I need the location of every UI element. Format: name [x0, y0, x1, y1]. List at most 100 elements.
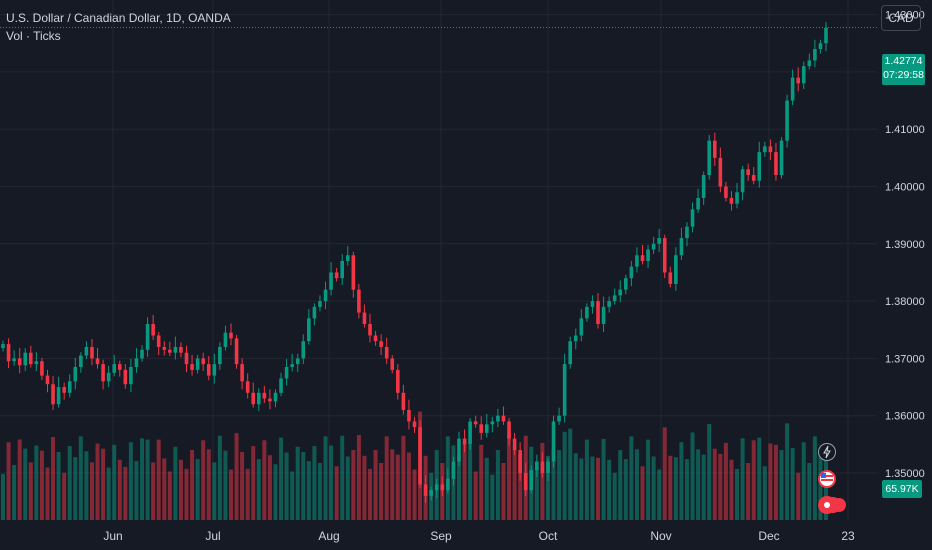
candle-body	[601, 306, 606, 325]
candle-body	[112, 364, 117, 373]
volume-bar	[368, 468, 373, 520]
volume-bar	[551, 449, 556, 520]
flag-icon[interactable]	[818, 470, 836, 488]
x-tick-label: Jun	[103, 529, 122, 543]
candle-body	[562, 364, 567, 416]
dividends-icon[interactable]	[818, 496, 836, 514]
candle-body	[173, 346, 178, 353]
volume-bar	[707, 424, 712, 520]
candle-body	[473, 421, 478, 425]
candle-body	[407, 409, 411, 422]
candle-body	[640, 255, 645, 261]
volume-bar	[773, 444, 778, 520]
volume-bar	[401, 435, 406, 520]
candle-body	[229, 332, 233, 339]
volume-bar	[718, 453, 723, 520]
volume-bar	[195, 459, 200, 520]
volume-bar	[640, 466, 645, 520]
volume-bar	[490, 474, 495, 520]
volume-bar	[217, 435, 222, 520]
candle-body	[674, 255, 678, 284]
candle-body	[390, 358, 395, 370]
volume-bar	[290, 471, 295, 520]
volume-bar	[723, 442, 728, 520]
volume-bar	[501, 463, 506, 520]
volume-bar	[785, 423, 790, 520]
volume-bar	[746, 463, 751, 520]
candle-body	[418, 427, 422, 485]
candle-body	[368, 324, 372, 336]
candle-body	[273, 392, 278, 402]
x-tick-label: Jul	[205, 529, 220, 543]
volume-bar	[657, 469, 662, 520]
candle-body	[468, 421, 472, 445]
candle-body	[624, 278, 628, 290]
volume-bar	[329, 445, 334, 520]
candle-body	[251, 392, 256, 405]
candle-body	[596, 301, 600, 325]
candle-body	[156, 335, 161, 347]
candle-body	[796, 77, 800, 84]
candle-body	[668, 272, 673, 284]
volume-bar	[151, 462, 156, 520]
lightning-icon[interactable]	[818, 443, 836, 461]
volume-bar	[762, 466, 767, 520]
volume-bar	[629, 436, 634, 520]
volume-bar	[356, 435, 361, 520]
candle-body	[718, 157, 723, 187]
last-price-value: 1.42774	[884, 55, 923, 67]
candle-body	[446, 478, 450, 491]
volume-bar	[51, 437, 56, 520]
volume-bar	[256, 459, 261, 520]
volume-bar	[123, 466, 128, 520]
currency-button[interactable]: CAD	[881, 5, 921, 31]
volume-bar	[12, 464, 17, 520]
volume-bar	[579, 458, 584, 520]
candle-body	[462, 438, 467, 445]
candle-body	[307, 318, 311, 342]
volume-bar	[228, 469, 233, 520]
volume-bar	[317, 463, 322, 520]
candle-body	[751, 175, 756, 181]
candle-body	[701, 175, 706, 198]
volume-bar	[6, 442, 11, 520]
volume-bar	[779, 450, 784, 520]
volume-bar	[568, 428, 573, 520]
candle-body	[790, 77, 795, 101]
candle-body	[607, 301, 611, 307]
volume-bar	[735, 468, 740, 520]
candle-body	[334, 272, 339, 279]
time-axis: Jun Jul Aug Sep Oct Nov Dec 23	[103, 529, 855, 543]
volume-bar	[690, 432, 695, 520]
candle-body	[757, 152, 762, 181]
volume-bar	[545, 455, 550, 520]
volume-bar	[818, 453, 823, 520]
candle-body	[685, 226, 689, 239]
volume-bar	[607, 459, 612, 520]
candle-body	[140, 349, 144, 359]
volume-bar	[284, 452, 289, 520]
volume-bar	[651, 456, 656, 520]
candle-body	[807, 60, 812, 67]
volume-bar	[73, 457, 78, 520]
volume-bar	[251, 446, 256, 520]
candle-body	[256, 392, 261, 405]
y-tick-label: 1.38000	[885, 296, 925, 308]
candle-body	[512, 438, 517, 451]
candle-body	[501, 415, 506, 422]
candle-body	[729, 197, 734, 204]
candle-body	[12, 358, 16, 362]
candle-body	[518, 450, 522, 474]
volume-bar	[512, 449, 517, 520]
candle-body	[568, 341, 573, 365]
volume-bar	[406, 452, 411, 520]
candle-body	[79, 355, 83, 368]
candle-body	[240, 364, 244, 382]
y-tick-label: 1.37000	[885, 353, 925, 365]
x-tick-label: Nov	[650, 529, 671, 543]
volume-bar	[267, 455, 272, 520]
volume-bar	[684, 459, 689, 520]
candle-body	[17, 358, 22, 366]
volume-indicator-label[interactable]: Vol · Ticks	[6, 29, 61, 43]
